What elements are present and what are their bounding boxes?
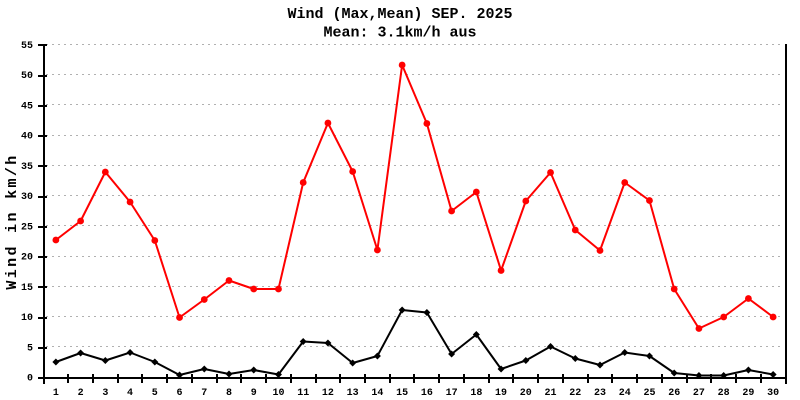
svg-text:1: 1: [53, 388, 59, 399]
svg-text:35: 35: [21, 162, 33, 173]
svg-text:19: 19: [495, 388, 507, 399]
svg-text:16: 16: [421, 388, 433, 399]
svg-text:4: 4: [127, 388, 133, 399]
svg-text:17: 17: [446, 388, 458, 399]
svg-text:23: 23: [594, 388, 606, 399]
svg-text:8: 8: [226, 388, 232, 399]
svg-text:25: 25: [21, 222, 33, 233]
svg-text:5: 5: [152, 388, 158, 399]
svg-text:29: 29: [742, 388, 754, 399]
svg-text:45: 45: [21, 102, 33, 113]
svg-text:15: 15: [21, 283, 33, 294]
svg-text:Wind (Max,Mean) SEP. 2025: Wind (Max,Mean) SEP. 2025: [287, 6, 512, 23]
svg-text:14: 14: [371, 388, 383, 399]
svg-text:25: 25: [643, 388, 655, 399]
svg-text:12: 12: [322, 388, 334, 399]
svg-text:21: 21: [545, 388, 557, 399]
svg-text:24: 24: [619, 388, 631, 399]
svg-text:11: 11: [297, 388, 309, 399]
svg-text:18: 18: [470, 388, 482, 399]
svg-text:5: 5: [27, 343, 33, 354]
svg-text:15: 15: [396, 388, 408, 399]
svg-text:20: 20: [21, 253, 33, 264]
svg-text:Mean: 3.1km/h aus: Mean: 3.1km/h aus: [323, 25, 476, 42]
svg-text:26: 26: [668, 388, 680, 399]
svg-text:20: 20: [520, 388, 532, 399]
svg-text:40: 40: [21, 132, 33, 143]
svg-text:7: 7: [201, 388, 207, 399]
svg-text:Wind in km/h: Wind in km/h: [4, 153, 21, 289]
svg-text:27: 27: [693, 388, 705, 399]
svg-text:9: 9: [251, 388, 257, 399]
svg-text:55: 55: [21, 41, 33, 52]
svg-text:28: 28: [718, 388, 730, 399]
svg-text:0: 0: [27, 374, 33, 385]
svg-text:30: 30: [21, 192, 33, 203]
svg-text:10: 10: [272, 388, 284, 399]
svg-text:2: 2: [78, 388, 84, 399]
svg-text:50: 50: [21, 71, 33, 82]
svg-text:13: 13: [347, 388, 359, 399]
svg-text:10: 10: [21, 313, 33, 324]
svg-text:30: 30: [767, 388, 779, 399]
svg-text:6: 6: [177, 388, 183, 399]
svg-text:3: 3: [102, 388, 108, 399]
svg-text:22: 22: [569, 388, 581, 399]
